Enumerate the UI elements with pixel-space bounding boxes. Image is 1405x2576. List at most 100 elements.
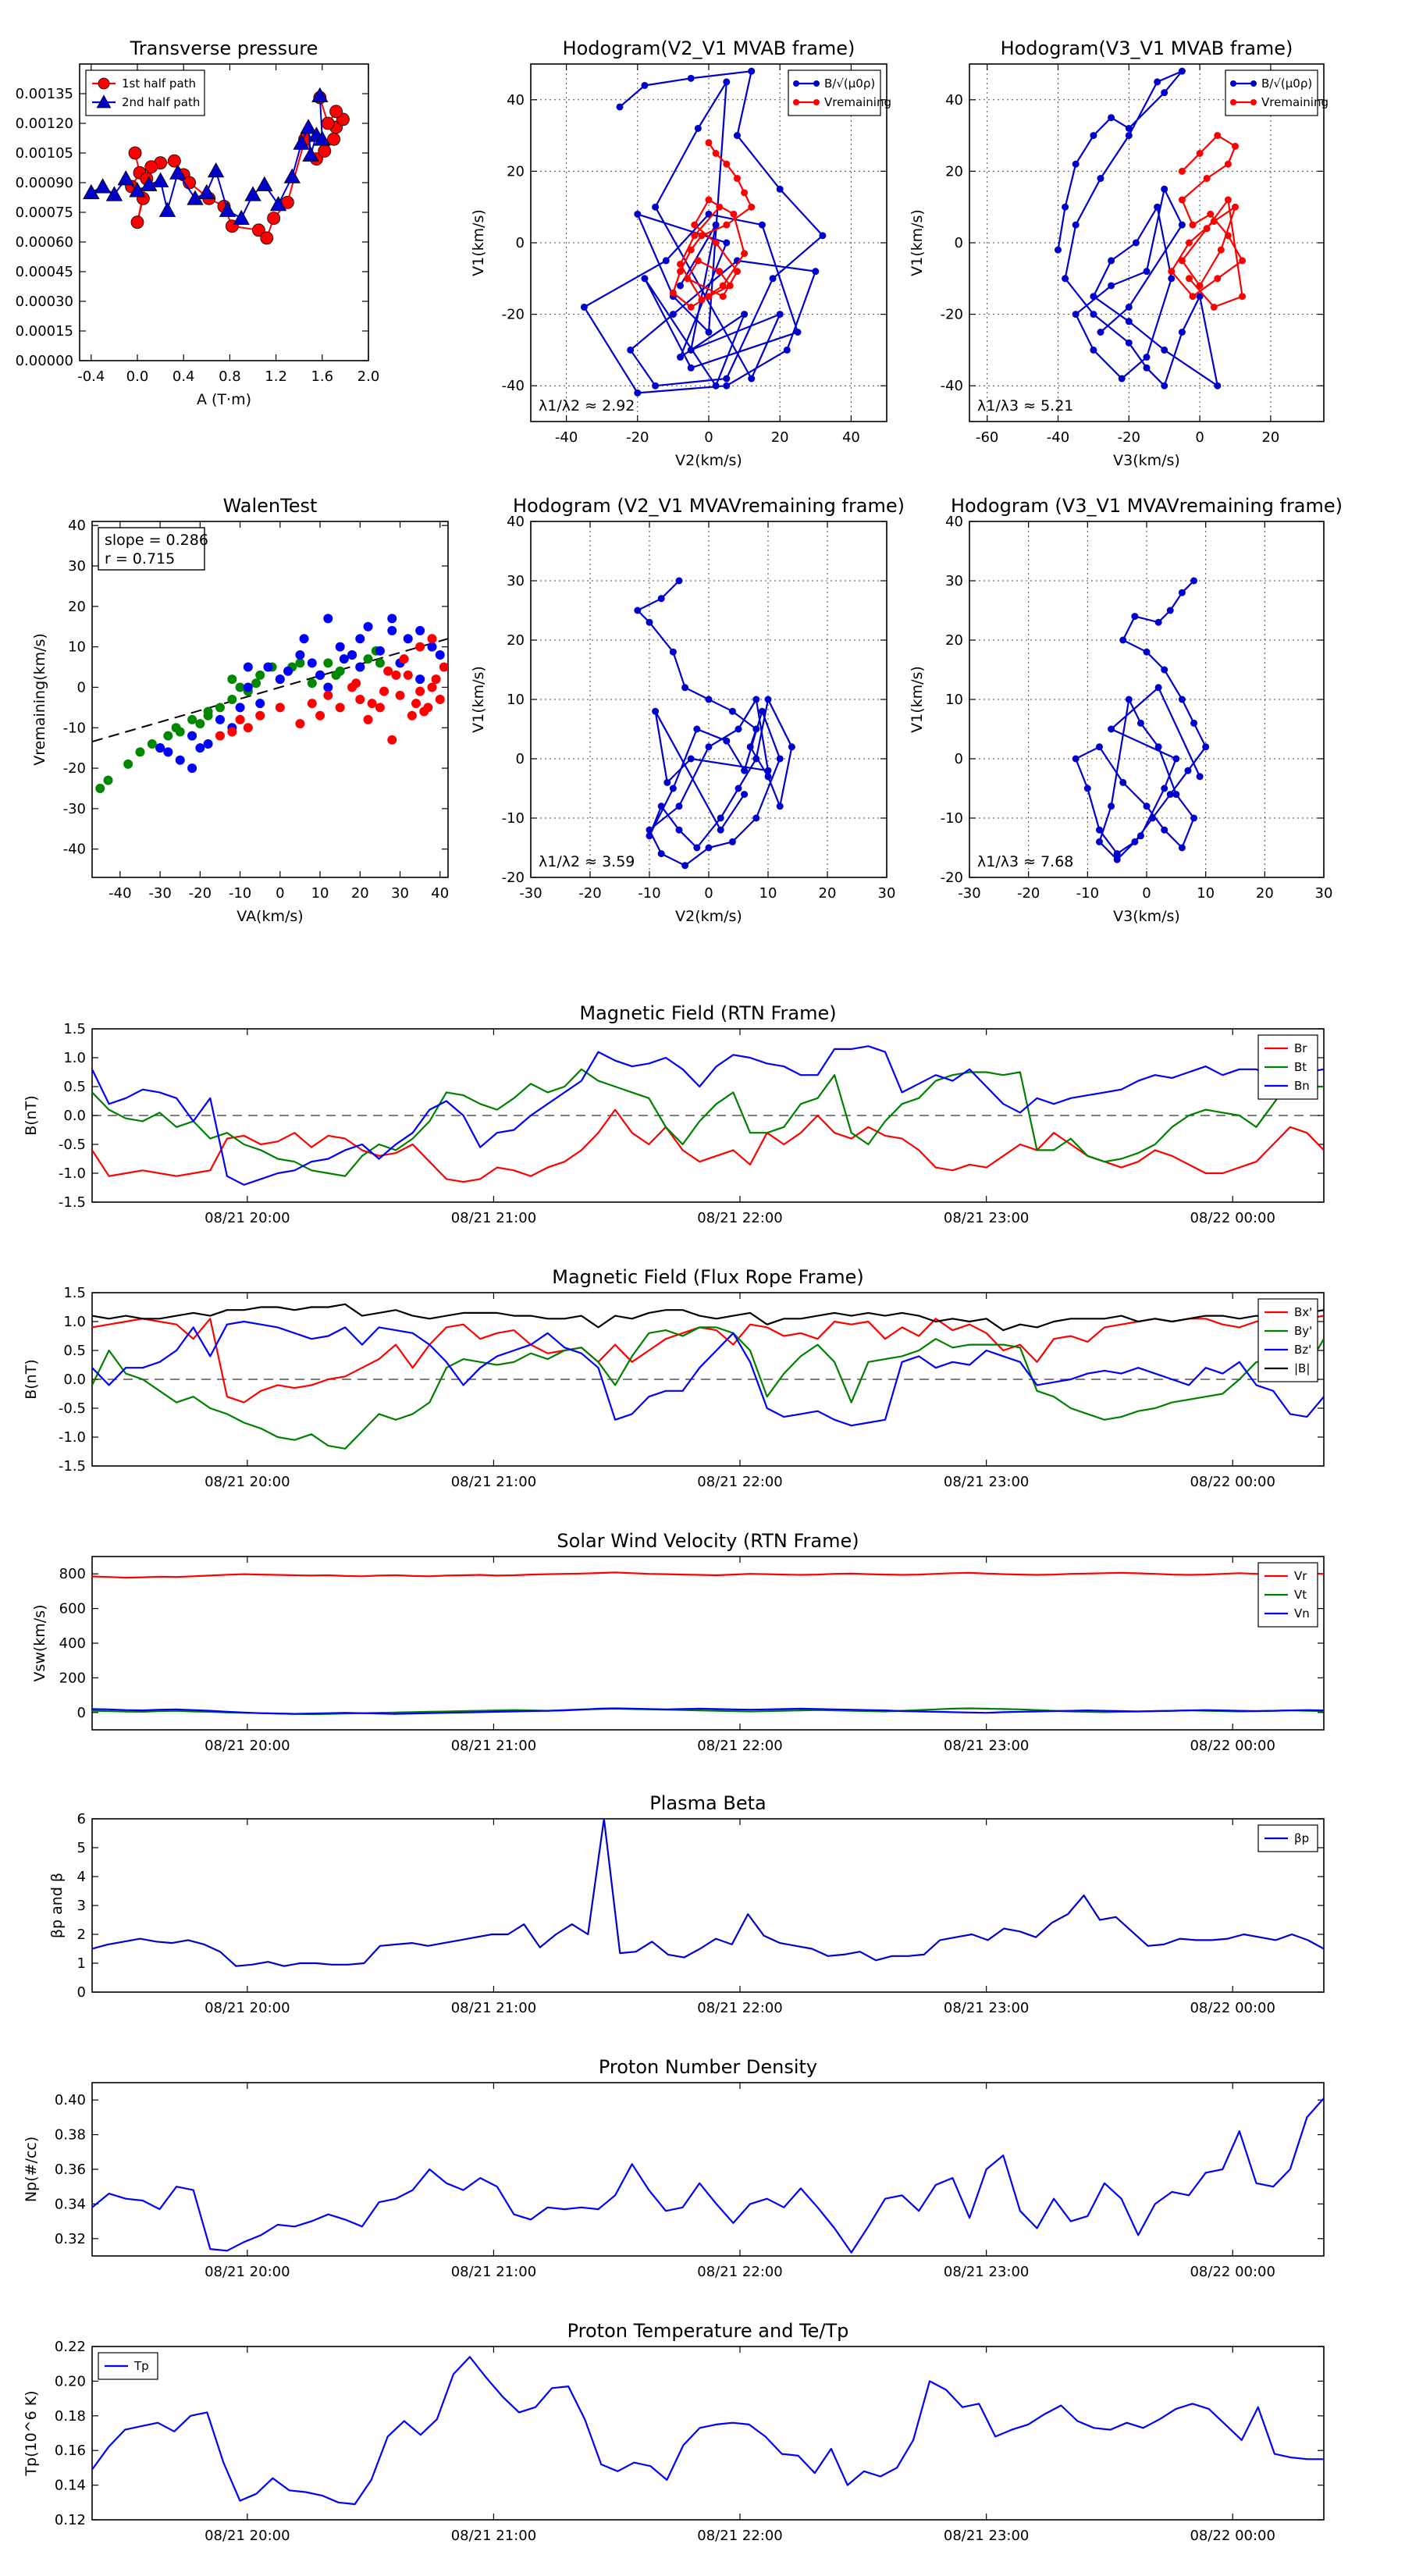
y-tick-label: 0.00135 [16,86,73,102]
data-point [1161,666,1168,674]
x-tick-label: 10 [311,885,329,902]
series-line-3 [92,1303,1324,1332]
y-tick-label: 0.00045 [16,264,73,280]
data-point [283,666,293,676]
chart-title: WalenTest [223,495,318,517]
data-point [375,646,385,656]
data-point [1172,755,1180,763]
series-line-2 [92,1045,1324,1186]
data-point [435,650,445,660]
data-point [83,183,100,200]
x-tick-label: 20 [1256,885,1274,902]
legend: B/√(μ0ρ) Vremaining [1225,69,1329,116]
data-point [1196,150,1204,157]
plot-frame [91,2346,1325,2521]
data-point [187,714,197,724]
data-point [1143,268,1151,276]
data-point [669,785,677,792]
data-point [1190,577,1198,585]
y-tick-label: 1.0 [63,1050,86,1066]
y-tick-label: -30 [63,801,86,817]
data-point [1203,175,1211,183]
y-tick-label: -20 [941,307,963,323]
legend-label: Vremaining [824,95,891,109]
data-point [752,755,760,763]
data-point [128,146,142,160]
data-point [163,731,173,741]
data-point [175,755,185,765]
data-point [1189,293,1197,301]
data-point [323,682,333,692]
chart-title: Plasma Beta [649,1792,766,1814]
data-point [411,699,422,709]
x-tick-label: 08/21 21:00 [451,2000,536,2016]
y-tick-label: -20 [941,870,963,886]
x-tick-label: 0.0 [126,368,149,385]
x-axis-label: A (T·m) [197,391,251,408]
series-line-1 [92,1068,1324,1177]
data-point [1168,275,1176,283]
y-tick-label: 0.22 [55,2339,86,2355]
y-tick-label: -1.0 [59,1429,86,1446]
data-point [1202,743,1210,751]
data-point [1108,257,1115,265]
chart-title: Magnetic Field (RTN Frame) [579,1002,836,1024]
chart-hodogram_v3_mvav: Hodogram (V3_V1 MVAVremaining frame)-20-… [909,495,1343,925]
chart-hodogram_v2_mvab: Hodogram(V2_V1 MVAB frame) -40 -20 0 20 40 -40… [470,37,891,469]
data-point [752,696,760,703]
data-layer [580,67,827,397]
data-point [1119,636,1127,644]
y-tick-label: 0.14 [55,2478,86,2494]
data-point [1154,78,1161,86]
y-tick-label: 40 [945,514,963,530]
data-point [1168,268,1176,276]
y-tick-label: 0 [77,1705,86,1721]
data-point [687,246,695,254]
chart-title: Proton Temperature and Te/Tp [567,2320,849,2342]
data-point [1184,767,1192,774]
data-point [677,354,685,361]
data-point [764,696,772,703]
legend: Tp [98,2352,158,2380]
y-tick-label: 0.00075 [16,205,73,221]
data-point [235,703,245,713]
data-point [355,634,365,644]
x-tick-label: 08/21 23:00 [944,1474,1029,1490]
chart-hodogram_v3_mvab: Hodogram(V3_V1 MVAB frame) -40 -20 0 20 40 -60… [909,37,1329,469]
data-point [705,139,713,147]
data-point [243,662,253,672]
y-tick-label: 40 [507,92,525,109]
data-point [728,707,736,715]
y-tick-label: 0.36 [55,2161,86,2178]
annotation-text: r = 0.715 [105,550,175,568]
data-point [355,695,365,704]
series-line-2 [92,1320,1324,1427]
x-tick-label: 0 [1195,429,1204,446]
data-point [634,389,642,397]
data-point [646,832,653,840]
chart-solar_wind: Solar Wind Velocity (RTN Frame) 0 200 400 60… [31,1530,1325,1754]
series-line-0 [92,2097,1324,2254]
data-point [151,172,169,187]
data-point [227,727,237,737]
data-point [705,743,713,751]
x-tick-label: 08/22 00:00 [1190,2000,1275,2016]
y-tick-label: 0.5 [63,1343,86,1359]
data-point [741,189,749,197]
data-point [1125,339,1133,347]
y-tick-label: 40 [507,514,525,530]
data-point [195,743,205,753]
data-point [1224,160,1232,168]
y-tick-label: 10 [945,692,963,708]
legend-label: Vr [1294,1569,1307,1583]
data-point [403,634,413,644]
data-point [675,826,683,834]
data-point [1210,218,1218,226]
data-point [117,170,134,186]
data-point [752,814,760,822]
annotation-text: λ1/λ2 ≈ 2.92 [539,397,635,415]
data-point [207,162,225,178]
x-tick-label: 08/21 23:00 [944,1210,1029,1226]
data-layer [92,2097,1324,2254]
data-point [300,119,317,134]
